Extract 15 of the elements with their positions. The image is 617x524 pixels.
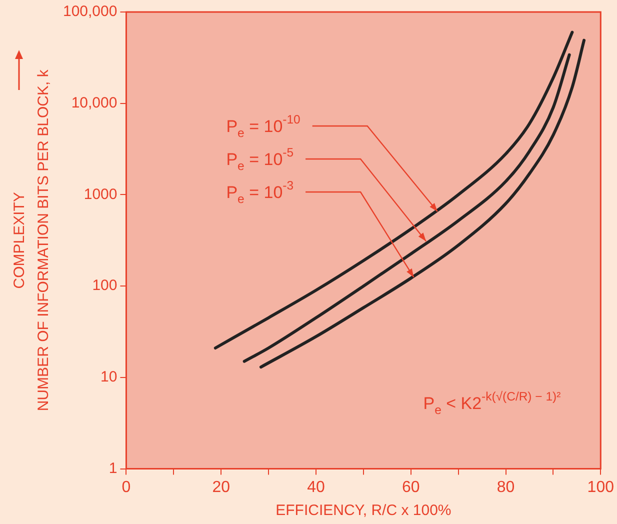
x-tick-label: 20 — [212, 478, 230, 496]
y-axis-title: COMPLEXITY NUMBER OF INFORMATION BITS PER BLOCK, k — [11, 69, 52, 412]
y-tick-label: 100,000 — [62, 3, 118, 20]
line-series — [214, 30, 574, 350]
y-tick-label: 10,000 — [71, 94, 118, 112]
x-tick-label: 0 — [122, 478, 131, 496]
y-tick-label: 10 — [100, 368, 118, 386]
x-tick-label: 80 — [496, 478, 515, 496]
x-axis-title: EFFICIENCY, R/C x 100% — [276, 502, 452, 520]
y-tick-label: 1000 — [84, 186, 118, 203]
x-tick-label: 100 — [587, 478, 614, 496]
x-tick-label: 60 — [402, 478, 420, 496]
x-tick-label: 40 — [307, 478, 325, 496]
y-tick-label: 100 — [92, 277, 118, 294]
y-tick-label: 1 — [108, 460, 118, 477]
